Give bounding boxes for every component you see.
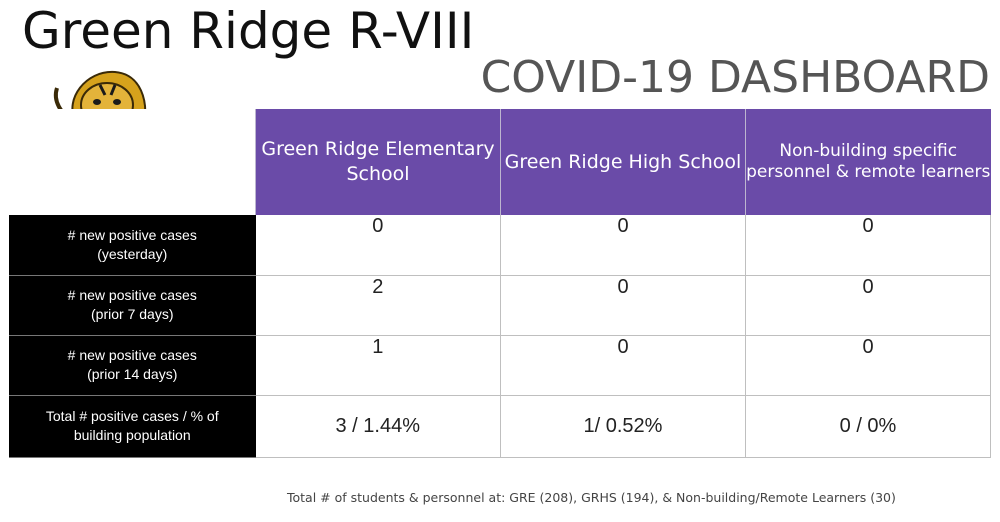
table-cell: 2 [255,275,501,336]
table-row: # new positive cases (prior 7 days) 2 0 … [9,275,991,336]
row-header: # new positive cases (prior 14 days) [9,335,256,396]
column-header-non-building: Non-building specific personnel & remote… [745,109,991,215]
footnote: Total # of students & personnel at: GRE … [287,490,896,505]
table-cell: 3 / 1.44% [255,395,501,458]
table-cell: 0 / 0% [745,395,991,458]
dashboard-title: COVID-19 DASHBOARD [480,52,990,103]
column-header-elementary: Green Ridge Elementary School [255,109,501,215]
table-cell: 0 [255,215,501,276]
column-header-high-school: Green Ridge High School [500,109,746,215]
table-cell: 0 [745,335,991,396]
row-header-line2: (prior 7 days) [91,306,174,322]
row-header: Total # positive cases / % of building p… [9,395,256,458]
covid-dashboard-table: Green Ridge Elementary School Green Ridg… [9,109,991,458]
table-row-total: Total # positive cases / % of building p… [9,395,991,458]
row-header-line2: (prior 14 days) [87,366,178,382]
table-corner [9,109,256,215]
row-header: # new positive cases (yesterday) [9,215,256,276]
table-cell: 0 [500,215,746,276]
row-header-line1: # new positive cases [67,347,197,363]
table-cell: 1 [255,335,501,396]
table-row: # new positive cases (yesterday) 0 0 0 [9,215,991,276]
row-header: # new positive cases (prior 7 days) [9,275,256,336]
row-header-line1: Total # positive cases / % of [45,408,219,424]
table-cell: 0 [500,335,746,396]
row-header-line2: building population [73,427,191,443]
table-cell: 0 [500,275,746,336]
table-cell: 0 [745,215,991,276]
table-cell: 1/ 0.52% [500,395,746,458]
row-header-line1: # new positive cases [67,287,197,303]
row-header-line2: (yesterday) [97,245,168,262]
table-row: # new positive cases (prior 14 days) 1 0… [9,335,991,396]
district-title: Green Ridge R-VIII [22,2,475,60]
table-cell: 0 [745,275,991,336]
row-header-line1: # new positive cases [67,226,197,243]
